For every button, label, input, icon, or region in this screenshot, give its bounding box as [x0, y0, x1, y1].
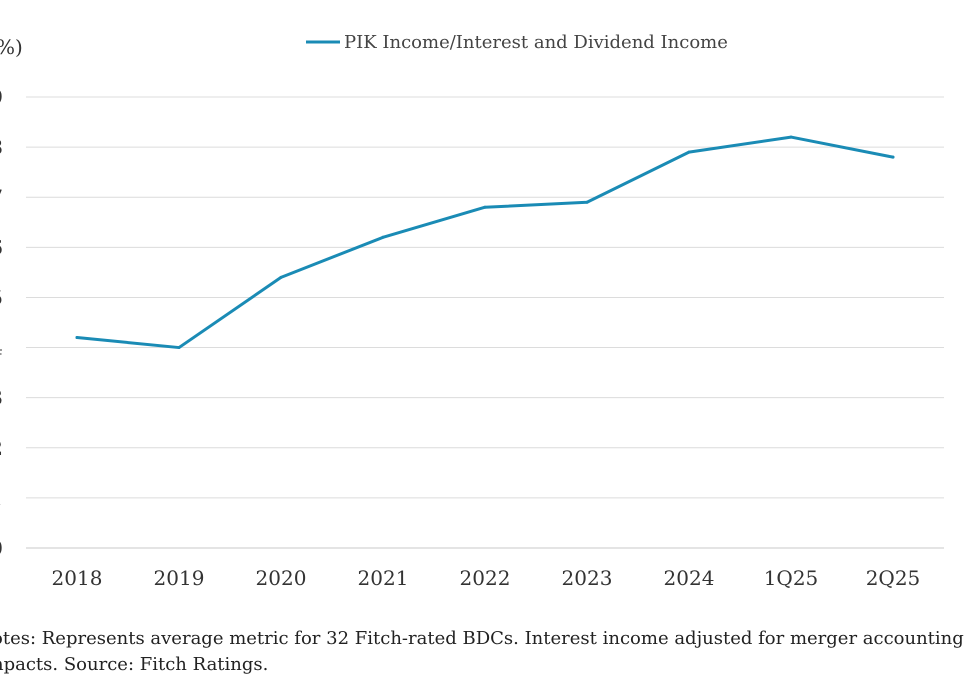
gridlines [26, 96, 944, 549]
series-lines [75, 135, 895, 350]
x-tick-label: 2021 [358, 566, 409, 590]
y-tick-label: 6 [0, 235, 3, 259]
data-point [381, 235, 385, 239]
x-tick-label: 2022 [460, 566, 511, 590]
y-tick-label: 1 [0, 486, 3, 510]
y-tick-label: 7 [0, 185, 3, 209]
data-point [177, 346, 181, 350]
x-tick-label: 2024 [664, 566, 715, 590]
y-tick-label: 5 [0, 285, 3, 309]
y-tick-label: 3 [0, 386, 3, 410]
y-tick-label: 4 [0, 336, 3, 360]
chart-notes: otes: Represents average metric for 32 F… [0, 628, 964, 675]
y-axis-ticks: 0 1 2 3 4 5 6 7 8 9 [0, 85, 3, 560]
legend-label: PIK Income/Interest and Dividend Income [344, 32, 728, 53]
line-chart: %) PIK Income/Interest and Dividend Inco… [0, 32, 944, 590]
data-point [789, 135, 793, 139]
x-tick-label: 2019 [154, 566, 205, 590]
x-tick-label: 2018 [52, 566, 103, 590]
data-point [75, 336, 79, 340]
data-point [891, 155, 895, 159]
data-point [687, 150, 691, 154]
data-point [279, 275, 283, 279]
y-tick-label: 0 [0, 536, 3, 560]
x-tick-label: 2023 [562, 566, 613, 590]
y-tick-label: 2 [0, 436, 3, 460]
y-tick-label: 8 [0, 135, 3, 159]
data-point [585, 200, 589, 204]
data-point [483, 205, 487, 209]
x-tick-label: 1Q25 [764, 566, 819, 590]
series-line [75, 135, 895, 350]
y-axis-unit-label: %) [0, 35, 23, 59]
legend: PIK Income/Interest and Dividend Income [306, 32, 728, 53]
x-tick-label: 2Q25 [866, 566, 921, 590]
x-axis-ticks: 2018 2019 2020 2021 2022 2023 2024 1Q25 2Q25 [52, 566, 921, 590]
y-tick-label: 9 [0, 85, 3, 109]
x-tick-label: 2020 [256, 566, 307, 590]
